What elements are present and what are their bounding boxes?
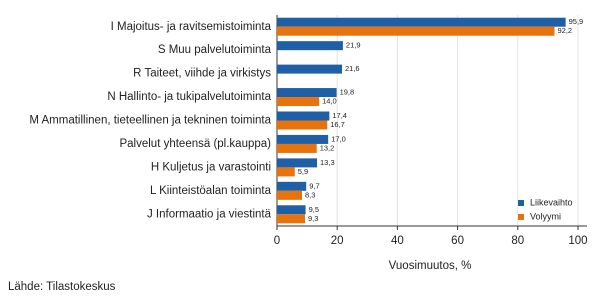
x-axis-label: Vuosimuutos, % xyxy=(389,260,472,272)
source: Lähde: Tilastokeskus xyxy=(8,281,116,293)
x-tick-label: 80 xyxy=(511,235,524,247)
x-tick-label: 0 xyxy=(274,235,280,247)
bar xyxy=(277,17,566,27)
y-tick-label: Palvelut yhteensä (pl.kauppa) xyxy=(119,138,271,150)
value-label: 13,3 xyxy=(320,158,335,167)
bar xyxy=(277,88,337,98)
bar xyxy=(277,97,320,107)
value-label: 9,3 xyxy=(308,214,318,223)
bar xyxy=(277,158,318,168)
bar xyxy=(277,26,555,36)
value-label: 17,0 xyxy=(331,134,346,143)
legend-swatch xyxy=(518,214,524,220)
y-tick-label: S Muu palvelutoiminta xyxy=(158,44,272,56)
y-tick-label: M Ammatillinen, tieteellinen ja tekninen… xyxy=(29,115,271,127)
bar xyxy=(277,64,343,74)
bar xyxy=(277,143,317,153)
value-label: 19,8 xyxy=(340,88,355,97)
value-label: 92,2 xyxy=(557,26,572,35)
bar xyxy=(277,167,295,177)
y-tick-label: R Taiteet, viihde ja virkistys xyxy=(133,68,271,80)
bar xyxy=(277,111,330,121)
value-label: 21,6 xyxy=(345,64,360,73)
x-tick-label: 100 xyxy=(568,235,587,247)
value-label: 17,4 xyxy=(332,111,347,120)
bar xyxy=(277,120,328,130)
value-label: 13,2 xyxy=(320,143,335,152)
value-label: 9,7 xyxy=(309,181,319,190)
x-tick-label: 60 xyxy=(451,235,464,247)
x-tick-label: 20 xyxy=(331,235,344,247)
y-tick-label: N Hallinto- ja tukipalvelutoiminta xyxy=(107,91,271,103)
y-tick-label: J Informaatio ja viestintä xyxy=(147,208,272,220)
bar xyxy=(277,134,329,144)
value-label: 21,9 xyxy=(346,41,361,50)
bar xyxy=(277,190,302,200)
y-tick-label: H Kuljetus ja varastointi xyxy=(151,161,271,173)
bar xyxy=(277,214,305,224)
bar xyxy=(277,205,306,215)
value-label: 9,5 xyxy=(309,205,319,214)
bar xyxy=(277,41,343,51)
value-label: 5,9 xyxy=(298,167,308,176)
legend-swatch xyxy=(518,200,524,206)
value-label: 16,7 xyxy=(330,120,345,129)
value-label: 14,0 xyxy=(322,97,337,106)
value-label: 95,9 xyxy=(569,17,584,26)
x-tick-label: 40 xyxy=(391,235,404,247)
legend-label: Volyymi xyxy=(530,211,561,221)
bar xyxy=(277,181,307,191)
value-label: 8,3 xyxy=(305,190,315,199)
legend-label: Liikevaihto xyxy=(530,197,573,207)
y-tick-label: I Majoitus- ja ravitsemistoiminta xyxy=(111,21,272,33)
y-tick-label: L Kiinteistöalan toiminta xyxy=(150,185,272,197)
